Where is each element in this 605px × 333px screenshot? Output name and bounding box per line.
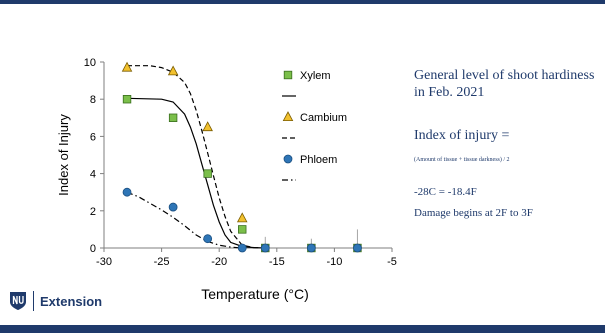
- y-tick-label: 0: [90, 243, 96, 255]
- logo-text: Extension: [40, 293, 103, 309]
- data-points: [121, 61, 362, 253]
- logo-divider: [33, 291, 34, 311]
- x-tick-label: -10: [326, 256, 342, 268]
- legend-label-phloem: Phloem: [300, 154, 337, 166]
- note-index-formula: Index of injury =: [414, 128, 510, 143]
- fit-line-phloem: [126, 191, 243, 249]
- y-tick-label: 2: [90, 206, 96, 218]
- y-tick-label: 10: [84, 57, 96, 69]
- point-phloem: [203, 234, 213, 244]
- point-phloem: [353, 243, 362, 253]
- fit-lines: [126, 65, 266, 249]
- point-phloem: [306, 243, 316, 253]
- top-rule: [0, 0, 605, 4]
- y-axis-label: Index of Injury: [56, 114, 71, 196]
- extension-logo: Extension: [9, 291, 102, 311]
- x-tick-label: -30: [96, 256, 112, 268]
- point-phloem: [260, 243, 270, 253]
- footer-bar: [0, 325, 605, 333]
- point-xylem: [168, 113, 178, 122]
- fit-line-cambium: [127, 65, 266, 249]
- fit-line-xylem: [126, 97, 266, 249]
- point-phloem: [122, 187, 132, 197]
- legend-marker-phloem: [283, 154, 293, 164]
- point-phloem: [237, 243, 247, 253]
- legend-marker-xylem: [283, 70, 293, 80]
- x-tick-label: -25: [154, 256, 170, 268]
- injury-chart: -30 -25 -20 -15 -10 -5 0 2 4 6 8 10 Xylem Cambium Phl…: [56, 57, 397, 302]
- point-phloem: [168, 202, 178, 212]
- legend-label-cambium: Cambium: [300, 112, 347, 124]
- x-tick-label: -15: [269, 256, 285, 268]
- point-xylem: [122, 95, 132, 104]
- shield-icon: [10, 292, 26, 310]
- point-cambium: [167, 65, 179, 76]
- x-tick-label: -5: [387, 256, 397, 268]
- legend-label-xylem: Xylem: [300, 70, 331, 82]
- legend-marker-cambium: [282, 111, 294, 121]
- note-damage-threshold: Damage begins at 2F to 3F: [414, 207, 533, 219]
- x-axis-label: Temperature (°C): [201, 286, 309, 302]
- point-xylem: [238, 225, 247, 234]
- point-xylem: [203, 169, 212, 178]
- note-temp-conversion: -28C = -18.4F: [414, 186, 477, 198]
- point-cambium: [121, 61, 133, 72]
- y-tick-label: 8: [90, 94, 96, 106]
- y-tick-label: 4: [90, 169, 96, 181]
- chart-legend: Xylem Cambium Phloem: [282, 70, 347, 181]
- note-index-definition: (Amount of tissue + tissue darkness) / 2: [414, 157, 510, 163]
- x-tick-label: -20: [211, 256, 227, 268]
- y-tick-label: 6: [90, 131, 96, 143]
- point-cambium: [236, 212, 248, 223]
- chart-axes: -30 -25 -20 -15 -10 -5 0 2 4 6 8 10: [84, 57, 397, 268]
- point-cambium: [202, 121, 213, 132]
- note-hardiness: General level of shoot hardiness in Feb.…: [414, 68, 595, 100]
